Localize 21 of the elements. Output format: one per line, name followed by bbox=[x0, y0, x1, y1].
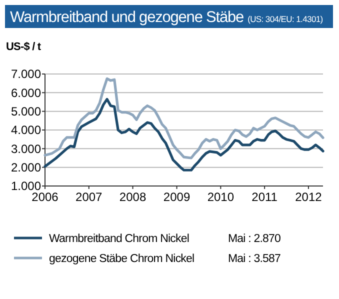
line-series bbox=[44, 98, 324, 172]
y-tick-label: 2.000 bbox=[10, 160, 42, 175]
legend-label: Warmbreitband Chrom Nickel bbox=[49, 233, 189, 246]
line-series bbox=[44, 77, 324, 160]
x-tick-label: 2007 bbox=[76, 190, 103, 204]
x-tick-label: 2012 bbox=[295, 190, 322, 204]
chart-subtitle: (US: 304/EU: 1.4301) bbox=[248, 14, 324, 24]
x-tick-label: 2010 bbox=[207, 190, 234, 204]
y-tick-label: 3.000 bbox=[10, 142, 42, 156]
text: Mai : 3.587 bbox=[228, 253, 280, 266]
legend-label: gezogene Stäbe Chrom Nickel bbox=[49, 253, 194, 266]
x-tick-label: 2009 bbox=[163, 190, 190, 204]
x-tick-label: 2011 bbox=[252, 190, 278, 204]
y-tick-label: 5.000 bbox=[10, 104, 42, 119]
text: Mai : 2.870 bbox=[228, 233, 280, 246]
x-tick-label: 2008 bbox=[119, 190, 146, 204]
y-axis-title: US-$ / t bbox=[6, 41, 42, 53]
y-tick-label: 7.000 bbox=[10, 67, 42, 82]
y-tick-label: 4.000 bbox=[10, 123, 42, 138]
y-tick-label: 6.000 bbox=[10, 86, 42, 100]
chart-title: Warmbreitband und gezogene Stäbe bbox=[10, 9, 244, 26]
